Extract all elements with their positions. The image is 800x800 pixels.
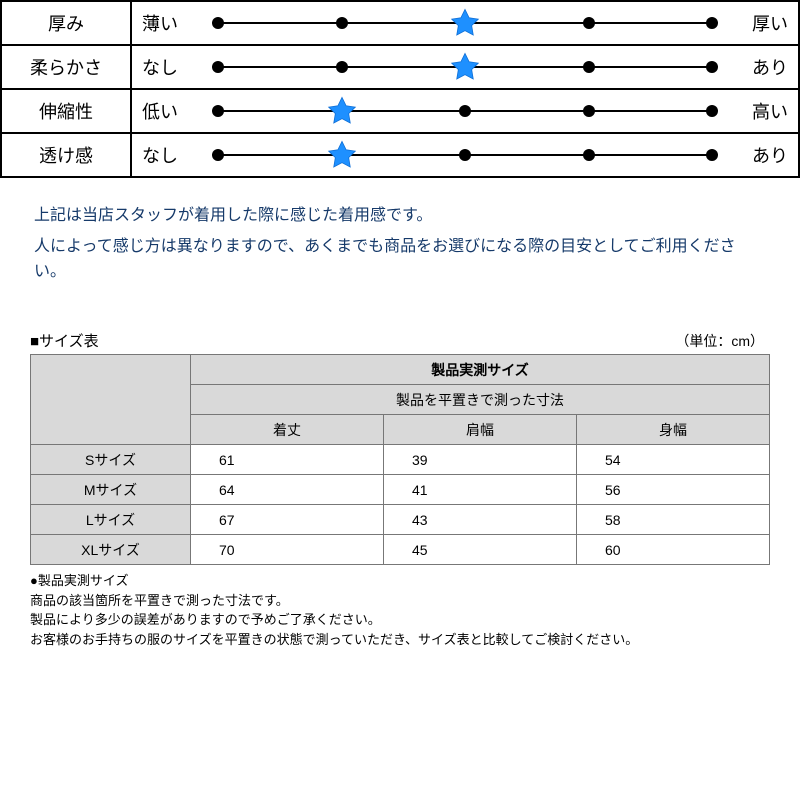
size-unit-label: （単位：cm） — [675, 331, 770, 351]
size-cell: 61 — [191, 445, 384, 475]
size-row: Mサイズ644156 — [31, 475, 770, 505]
scale-dot — [706, 149, 718, 161]
rating-row: 伸縮性低い 高い — [1, 89, 799, 133]
rating-scale — [206, 133, 724, 177]
size-column-header: 着丈 — [191, 415, 384, 445]
scale-dot — [706, 61, 718, 73]
size-row-label: Lサイズ — [31, 505, 191, 535]
size-cell: 56 — [577, 475, 770, 505]
size-table: 製品実測サイズ 製品を平置きで測った寸法 着丈肩幅身幅 Sサイズ613954Mサ… — [30, 354, 770, 565]
size-column-header: 身幅 — [577, 415, 770, 445]
size-cell: 54 — [577, 445, 770, 475]
rating-attribute: 厚み — [1, 1, 131, 45]
rating-low-label: 低い — [131, 89, 206, 133]
scale-dot — [583, 17, 595, 29]
size-header-sub: 製品を平置きで測った寸法 — [191, 385, 770, 415]
scale-dot — [336, 61, 348, 73]
scale-dot — [706, 105, 718, 117]
rating-scale — [206, 45, 724, 89]
rating-attribute: 透け感 — [1, 133, 131, 177]
rating-attribute: 伸縮性 — [1, 89, 131, 133]
size-corner-cell — [31, 355, 191, 445]
size-note-line: 商品の該当箇所を平置きで測った寸法です。 — [30, 591, 770, 611]
star-icon — [326, 139, 358, 171]
size-row-label: Mサイズ — [31, 475, 191, 505]
rating-low-label: なし — [131, 133, 206, 177]
rating-high-label: 厚い — [724, 1, 799, 45]
star-icon — [326, 95, 358, 127]
size-row: Sサイズ613954 — [31, 445, 770, 475]
rating-high-label: あり — [724, 133, 799, 177]
rating-attribute: 柔らかさ — [1, 45, 131, 89]
scale-dot — [212, 61, 224, 73]
note-line: 人によって感じ方は異なりますので、あくまでも商品をお選びになる際の目安としてご利… — [34, 235, 766, 285]
scale-dot — [459, 105, 471, 117]
rating-high-label: 高い — [724, 89, 799, 133]
rating-scale — [206, 89, 724, 133]
scale-dot — [459, 149, 471, 161]
size-cell: 64 — [191, 475, 384, 505]
rating-row: 透け感なし あり — [1, 133, 799, 177]
size-chart-title: ■サイズ表 — [30, 330, 99, 351]
size-row-label: Sサイズ — [31, 445, 191, 475]
size-notes: ●製品実測サイズ商品の該当箇所を平置きで測った寸法です。製品により多少の誤差があ… — [30, 571, 770, 649]
size-row: Lサイズ674358 — [31, 505, 770, 535]
size-header-top: 製品実測サイズ — [191, 355, 770, 385]
scale-dot — [583, 105, 595, 117]
size-notes-title: ●製品実測サイズ — [30, 571, 770, 591]
size-row: XLサイズ704560 — [31, 535, 770, 565]
size-column-header: 肩幅 — [384, 415, 577, 445]
star-icon — [449, 51, 481, 83]
rating-note: 上記は当店スタッフが着用した際に感じた着用感です。人によって感じ方は異なりますの… — [0, 178, 800, 300]
size-section: ■サイズ表 （単位：cm） 製品実測サイズ 製品を平置きで測った寸法 着丈肩幅身… — [0, 300, 800, 659]
size-cell: 58 — [577, 505, 770, 535]
scale-dot — [706, 17, 718, 29]
size-cell: 41 — [384, 475, 577, 505]
size-cell: 70 — [191, 535, 384, 565]
size-cell: 67 — [191, 505, 384, 535]
size-row-label: XLサイズ — [31, 535, 191, 565]
scale-dot — [336, 17, 348, 29]
size-cell: 60 — [577, 535, 770, 565]
size-cell: 39 — [384, 445, 577, 475]
scale-dot — [212, 105, 224, 117]
size-cell: 43 — [384, 505, 577, 535]
rating-high-label: あり — [724, 45, 799, 89]
note-line: 上記は当店スタッフが着用した際に感じた着用感です。 — [34, 204, 766, 229]
rating-low-label: なし — [131, 45, 206, 89]
scale-dot — [583, 61, 595, 73]
star-icon — [449, 7, 481, 39]
scale-dot — [212, 17, 224, 29]
rating-row: 厚み薄い 厚い — [1, 1, 799, 45]
scale-dot — [212, 149, 224, 161]
size-note-line: お客様のお手持ちの服のサイズを平置きの状態で測っていただき、サイズ表と比較してご… — [30, 630, 770, 650]
scale-dot — [583, 149, 595, 161]
rating-table: 厚み薄い厚い柔らかさなしあり伸縮性低い高い透け感なしあり — [0, 0, 800, 178]
rating-low-label: 薄い — [131, 1, 206, 45]
size-cell: 45 — [384, 535, 577, 565]
rating-scale — [206, 1, 724, 45]
rating-row: 柔らかさなし あり — [1, 45, 799, 89]
size-note-line: 製品により多少の誤差がありますので予めご了承ください。 — [30, 610, 770, 630]
